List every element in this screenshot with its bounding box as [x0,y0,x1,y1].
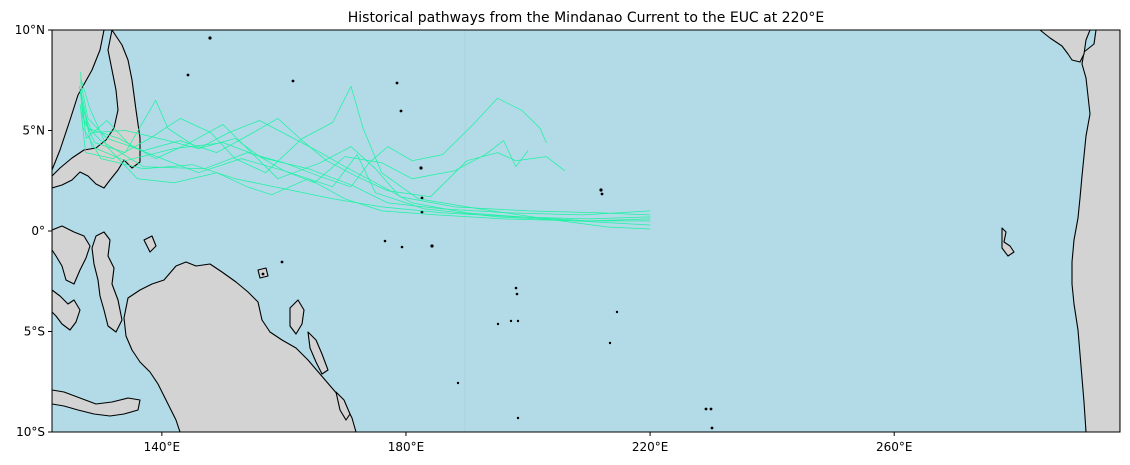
islet [400,245,404,249]
philippines-land [52,30,105,171]
islet [456,381,460,385]
map-area[interactable] [51,29,1121,433]
islet [383,239,387,243]
islet [704,407,708,411]
solomon-islands-land [335,391,351,421]
islet [420,196,424,200]
longitude-tick-label: 260°E [876,440,913,454]
trajectory-line [80,77,651,222]
land-layer [52,30,1120,432]
islet [395,81,399,85]
islet [419,166,423,170]
islet [710,426,714,430]
islet [291,79,295,83]
latitude-tick-label: 10°S [16,425,45,439]
islet [496,322,500,326]
latitude-tick-label: 10°N [15,23,45,37]
islet [186,73,190,77]
latitude-axis: 10°N 5°N 0° 5°S 10°S [15,23,52,439]
longitude-tick-label: 140°E [144,440,181,454]
trajectory-line [81,99,529,184]
central-america-land [1039,30,1091,63]
islet [509,319,513,323]
islet [280,260,284,264]
longitude-tick-label: 220°E [632,440,669,454]
islet [615,310,619,314]
latitude-tick-label: 5°N [22,124,45,138]
trajectory-line [79,85,651,230]
latitude-tick-label: 5°S [24,325,45,339]
sulawesi-land [52,289,81,331]
south-america-land [1071,30,1120,432]
islet [709,407,713,411]
islet [208,36,212,40]
islet [261,272,265,276]
islet [515,292,519,296]
islet [516,416,520,420]
map-title: Historical pathways from the Mindanao Cu… [348,10,825,26]
latitude-tick-label: 0° [31,224,45,238]
islet [514,286,518,290]
longitude-axis: 140°E 180°E 220°E 260°E [144,432,913,454]
galapagos-islands [1001,227,1015,257]
mindanao-land [52,30,141,189]
longitude-tick-label: 180°E [388,440,425,454]
new-britain-land [289,299,305,335]
trajectory-line [81,99,651,216]
trajectory-line [80,106,651,222]
new-ireland-land [307,331,329,375]
west-papua-islets [143,235,157,253]
islet [600,192,604,196]
islet [608,341,612,345]
islet [399,109,403,113]
islet [430,244,434,248]
timor-region-land [52,389,141,417]
trajectory-line [80,81,565,198]
new-guinea-land [123,261,357,432]
trajectory-layer [79,71,651,230]
halmahera-land [91,231,123,333]
sulawesi-north-land [52,225,91,285]
trajectory-line [80,71,651,220]
islet [599,188,603,192]
islet [516,319,520,323]
